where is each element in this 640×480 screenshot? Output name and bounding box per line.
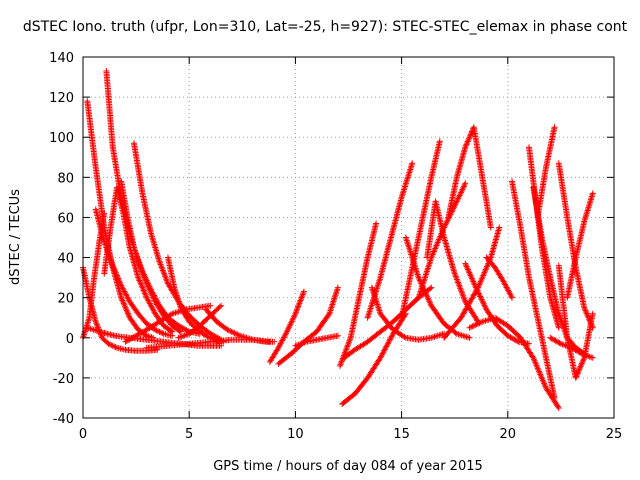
y-axis-ticks: -40 -20 0 20 40 60 80 100 120 140 (49, 51, 614, 427)
series-14 (143, 336, 273, 351)
series-39 (547, 334, 596, 361)
series-30-markers (441, 224, 503, 341)
series-23 (398, 138, 443, 321)
y-tick-label: 0 (66, 332, 74, 347)
series-15-markers (266, 288, 307, 365)
y-tick-label: 20 (57, 292, 74, 307)
series-35 (530, 184, 588, 357)
series-22-markers (368, 284, 448, 343)
series-29 (466, 314, 562, 411)
series-9-markers (164, 254, 227, 345)
series-32-markers (509, 178, 558, 401)
grid-lines (83, 57, 614, 418)
series-31-markers (483, 254, 515, 301)
y-tick-label: 120 (49, 91, 74, 106)
series-11 (122, 302, 214, 345)
series-4 (92, 206, 176, 339)
x-axis-ticks: 0 5 10 15 20 25 (79, 57, 622, 442)
series-21 (364, 160, 416, 321)
series-17 (292, 332, 341, 349)
series-21-markers (364, 160, 416, 321)
series-35-markers (530, 184, 588, 357)
x-tick-label: 25 (606, 427, 623, 442)
x-tick-label: 0 (79, 427, 87, 442)
series-4-markers (92, 206, 176, 339)
plot-frame (82, 56, 615, 419)
series-18-markers (337, 220, 380, 369)
x-tick-label: 15 (393, 427, 410, 442)
series-11-markers (122, 302, 214, 345)
series-14-markers (143, 336, 273, 351)
series-6-markers (101, 184, 176, 335)
series-32 (509, 178, 558, 401)
data-points (80, 68, 596, 411)
series-38-markers (564, 190, 596, 301)
series-22 (368, 284, 448, 343)
series-31 (483, 254, 515, 301)
series-16-markers (275, 284, 341, 367)
series-27 (445, 124, 494, 231)
series-23-markers (398, 138, 443, 321)
series-6 (101, 184, 176, 335)
y-tick-label: -20 (53, 372, 74, 387)
series-27-markers (445, 124, 494, 231)
series-36 (555, 160, 596, 331)
series-19 (339, 310, 409, 407)
series-38 (564, 190, 596, 301)
series-15 (266, 288, 307, 365)
x-tick-label: 10 (287, 427, 304, 442)
y-tick-label: 40 (57, 252, 74, 267)
series-9 (164, 254, 227, 345)
series-19-markers (339, 310, 409, 407)
y-tick-label: 80 (57, 171, 74, 186)
series-36-markers (555, 160, 596, 331)
x-tick-label: 20 (500, 427, 517, 442)
y-tick-label: 140 (49, 51, 74, 66)
series-17-markers (292, 332, 341, 349)
y-tick-label: 60 (57, 211, 74, 226)
x-axis-label: GPS time / hours of day 084 of year 2015 (213, 459, 483, 474)
series-24 (402, 234, 473, 341)
chart-title: dSTEC Iono. truth (ufpr, Lon=310, Lat=-2… (23, 19, 628, 35)
series-30 (441, 224, 503, 341)
series-39-markers (547, 334, 596, 361)
y-axis-label: dSTEC / TECUs (8, 189, 23, 285)
series-24-markers (402, 234, 473, 341)
series-16 (275, 284, 341, 367)
y-tick-label: -40 (53, 412, 74, 427)
y-tick-label: 100 (49, 131, 74, 146)
series-18 (337, 220, 380, 369)
x-tick-label: 5 (185, 427, 193, 442)
series-29-markers (466, 314, 562, 411)
